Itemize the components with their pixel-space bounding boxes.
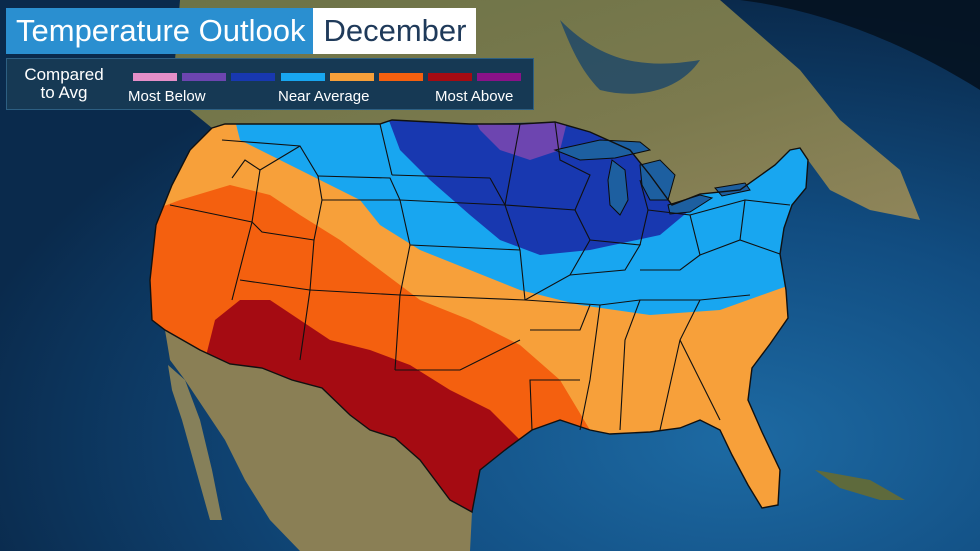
legend-caption: Compared to Avg bbox=[15, 66, 113, 102]
legend-swatch-7 bbox=[428, 73, 472, 81]
legend-panel: Compared to Avg Most Below Near Average … bbox=[6, 58, 534, 110]
title-bar: Temperature Outlook December bbox=[6, 8, 477, 54]
legend-caption-line1: Compared bbox=[24, 65, 104, 84]
legend-swatch-2 bbox=[182, 73, 226, 81]
legend-swatch-8 bbox=[477, 73, 521, 81]
month-label: December bbox=[313, 8, 477, 54]
legend-label-most-below: Most Below bbox=[128, 88, 206, 105]
legend-swatch-5 bbox=[330, 73, 374, 81]
page-title: Temperature Outlook bbox=[6, 8, 314, 54]
legend-label-near-average: Near Average bbox=[278, 88, 370, 105]
legend-swatch-6 bbox=[379, 73, 423, 81]
legend-swatch-1 bbox=[133, 73, 177, 81]
legend-label-most-above: Most Above bbox=[435, 88, 514, 105]
legend-caption-line2: to Avg bbox=[40, 83, 88, 102]
legend-swatch-4 bbox=[281, 73, 325, 81]
legend-swatch-3 bbox=[231, 73, 275, 81]
